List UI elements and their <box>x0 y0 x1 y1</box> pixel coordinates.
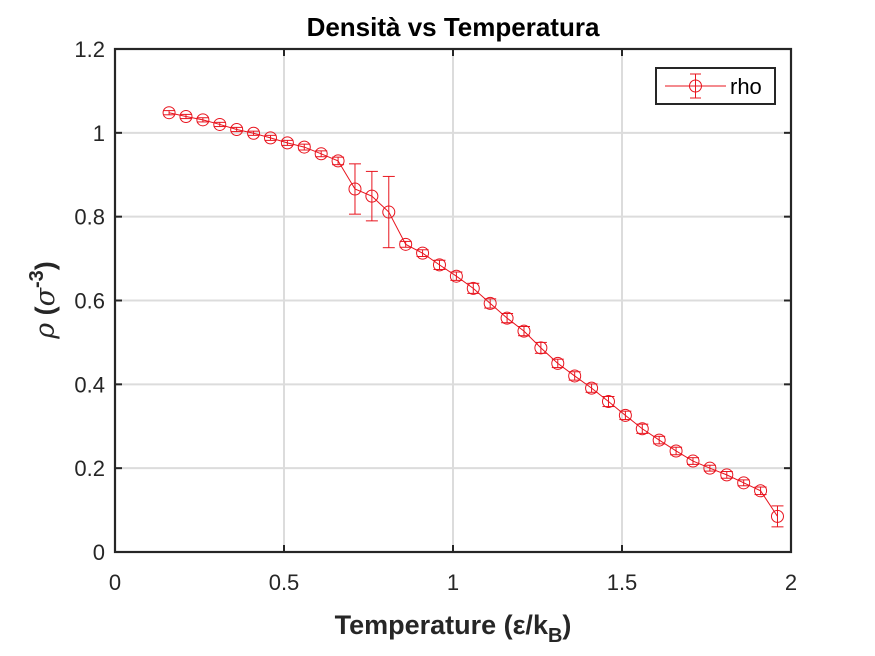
y-axis-label-exponent: -3 <box>26 270 48 288</box>
data-point-marker <box>466 281 480 295</box>
data-point-marker <box>230 122 244 136</box>
data-point-marker <box>179 109 193 123</box>
data-point-marker <box>635 422 649 436</box>
data-point-marker <box>280 136 294 150</box>
legend: rho <box>655 67 776 105</box>
x-axis-label-subscript: B <box>548 625 562 647</box>
y-axis-label-open: ( <box>30 306 60 323</box>
data-point-marker <box>213 117 227 131</box>
data-point-marker <box>534 341 548 355</box>
x-axis-label-main: Temperature (ε/k <box>335 610 549 640</box>
data-point-marker <box>382 205 396 219</box>
x-tick-label: 0 <box>109 570 121 595</box>
data-point-marker <box>754 484 768 498</box>
grid-lines <box>115 49 791 552</box>
y-tick-label: 0.8 <box>74 205 105 230</box>
data-point-marker <box>720 468 734 482</box>
data-point-marker <box>432 258 446 272</box>
data-point-marker <box>686 454 700 468</box>
data-point-marker <box>247 126 261 140</box>
data-point-marker <box>601 395 615 409</box>
chart-title: Densità vs Temperatura <box>307 12 600 42</box>
x-tick-label: 0.5 <box>269 570 300 595</box>
x-tick-labels: 0 0.5 1 1.5 2 <box>109 570 797 595</box>
y-axis-label-sigma: σ <box>30 286 61 306</box>
data-point-marker <box>263 131 277 145</box>
data-point-marker <box>331 154 345 168</box>
data-point-marker <box>399 237 413 251</box>
data-point-marker <box>618 408 632 422</box>
axes-box <box>113 47 793 554</box>
data-point-marker <box>162 106 176 120</box>
legend-marker-circle <box>689 79 702 93</box>
data-point-marker <box>416 246 430 260</box>
y-tick-label: 1 <box>93 121 105 146</box>
y-tick-label: 0 <box>93 540 105 565</box>
y-tick-label: 1.2 <box>74 37 105 62</box>
data-point-marker <box>449 269 463 283</box>
y-tick-label: 0.4 <box>74 372 105 397</box>
data-point-marker <box>652 433 666 447</box>
legend-label-rho: rho <box>730 74 762 99</box>
data-point-marker <box>737 476 751 490</box>
data-point-marker <box>297 140 311 154</box>
x-tick-label: 1.5 <box>607 570 638 595</box>
x-tick-label: 2 <box>785 570 797 595</box>
x-axis-label-close: ) <box>562 610 571 640</box>
data-point-marker <box>348 182 362 196</box>
data-point-marker <box>703 461 717 475</box>
y-axis-label-rho: ρ <box>30 323 61 340</box>
x-axis-label: Temperature (ε/kB) <box>335 610 572 647</box>
data-point-marker <box>551 356 565 370</box>
data-point-marker <box>365 189 379 203</box>
y-axis-label: ρ (σ-3) <box>26 261 61 340</box>
data-point-marker <box>669 444 683 458</box>
x-tick-label: 1 <box>447 570 459 595</box>
data-point-marker <box>314 147 328 161</box>
data-point-marker <box>500 311 514 325</box>
data-series <box>162 106 784 528</box>
data-point-marker <box>568 369 582 383</box>
y-axis-label-close: ) <box>30 261 60 270</box>
data-point-marker <box>585 381 599 395</box>
y-tick-labels: 0 0.2 0.4 0.6 0.8 1 1.2 <box>74 37 105 565</box>
data-point-marker <box>483 296 497 310</box>
y-tick-label: 0.2 <box>74 456 105 481</box>
data-point-marker <box>770 509 784 523</box>
data-point-marker <box>196 113 210 127</box>
y-tick-label: 0.6 <box>74 289 105 314</box>
data-point-marker <box>517 324 531 338</box>
